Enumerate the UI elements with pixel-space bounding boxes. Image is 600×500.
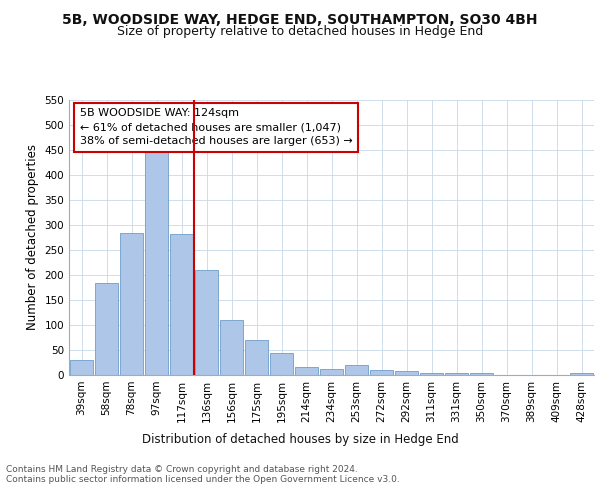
Bar — [570, 372, 593, 375]
Bar — [95, 282, 118, 375]
Bar — [220, 320, 243, 375]
Text: 5B, WOODSIDE WAY, HEDGE END, SOUTHAMPTON, SO30 4BH: 5B, WOODSIDE WAY, HEDGE END, SOUTHAMPTON… — [62, 12, 538, 26]
Bar — [370, 370, 393, 375]
Text: Contains HM Land Registry data © Crown copyright and database right 2024.
Contai: Contains HM Land Registry data © Crown c… — [6, 465, 400, 484]
Bar — [420, 372, 443, 375]
Text: 5B WOODSIDE WAY: 124sqm
← 61% of detached houses are smaller (1,047)
38% of semi: 5B WOODSIDE WAY: 124sqm ← 61% of detache… — [79, 108, 352, 146]
Text: Size of property relative to detached houses in Hedge End: Size of property relative to detached ho… — [117, 25, 483, 38]
Bar — [245, 340, 268, 375]
Bar — [445, 372, 468, 375]
Bar — [345, 365, 368, 375]
Text: Distribution of detached houses by size in Hedge End: Distribution of detached houses by size … — [142, 432, 458, 446]
Y-axis label: Number of detached properties: Number of detached properties — [26, 144, 39, 330]
Bar — [145, 150, 168, 375]
Bar — [270, 352, 293, 375]
Bar — [70, 360, 93, 375]
Bar — [120, 232, 143, 375]
Bar — [395, 371, 418, 375]
Bar — [470, 373, 493, 375]
Bar — [320, 368, 343, 375]
Bar — [170, 234, 193, 375]
Bar — [195, 270, 218, 375]
Bar — [295, 367, 318, 375]
